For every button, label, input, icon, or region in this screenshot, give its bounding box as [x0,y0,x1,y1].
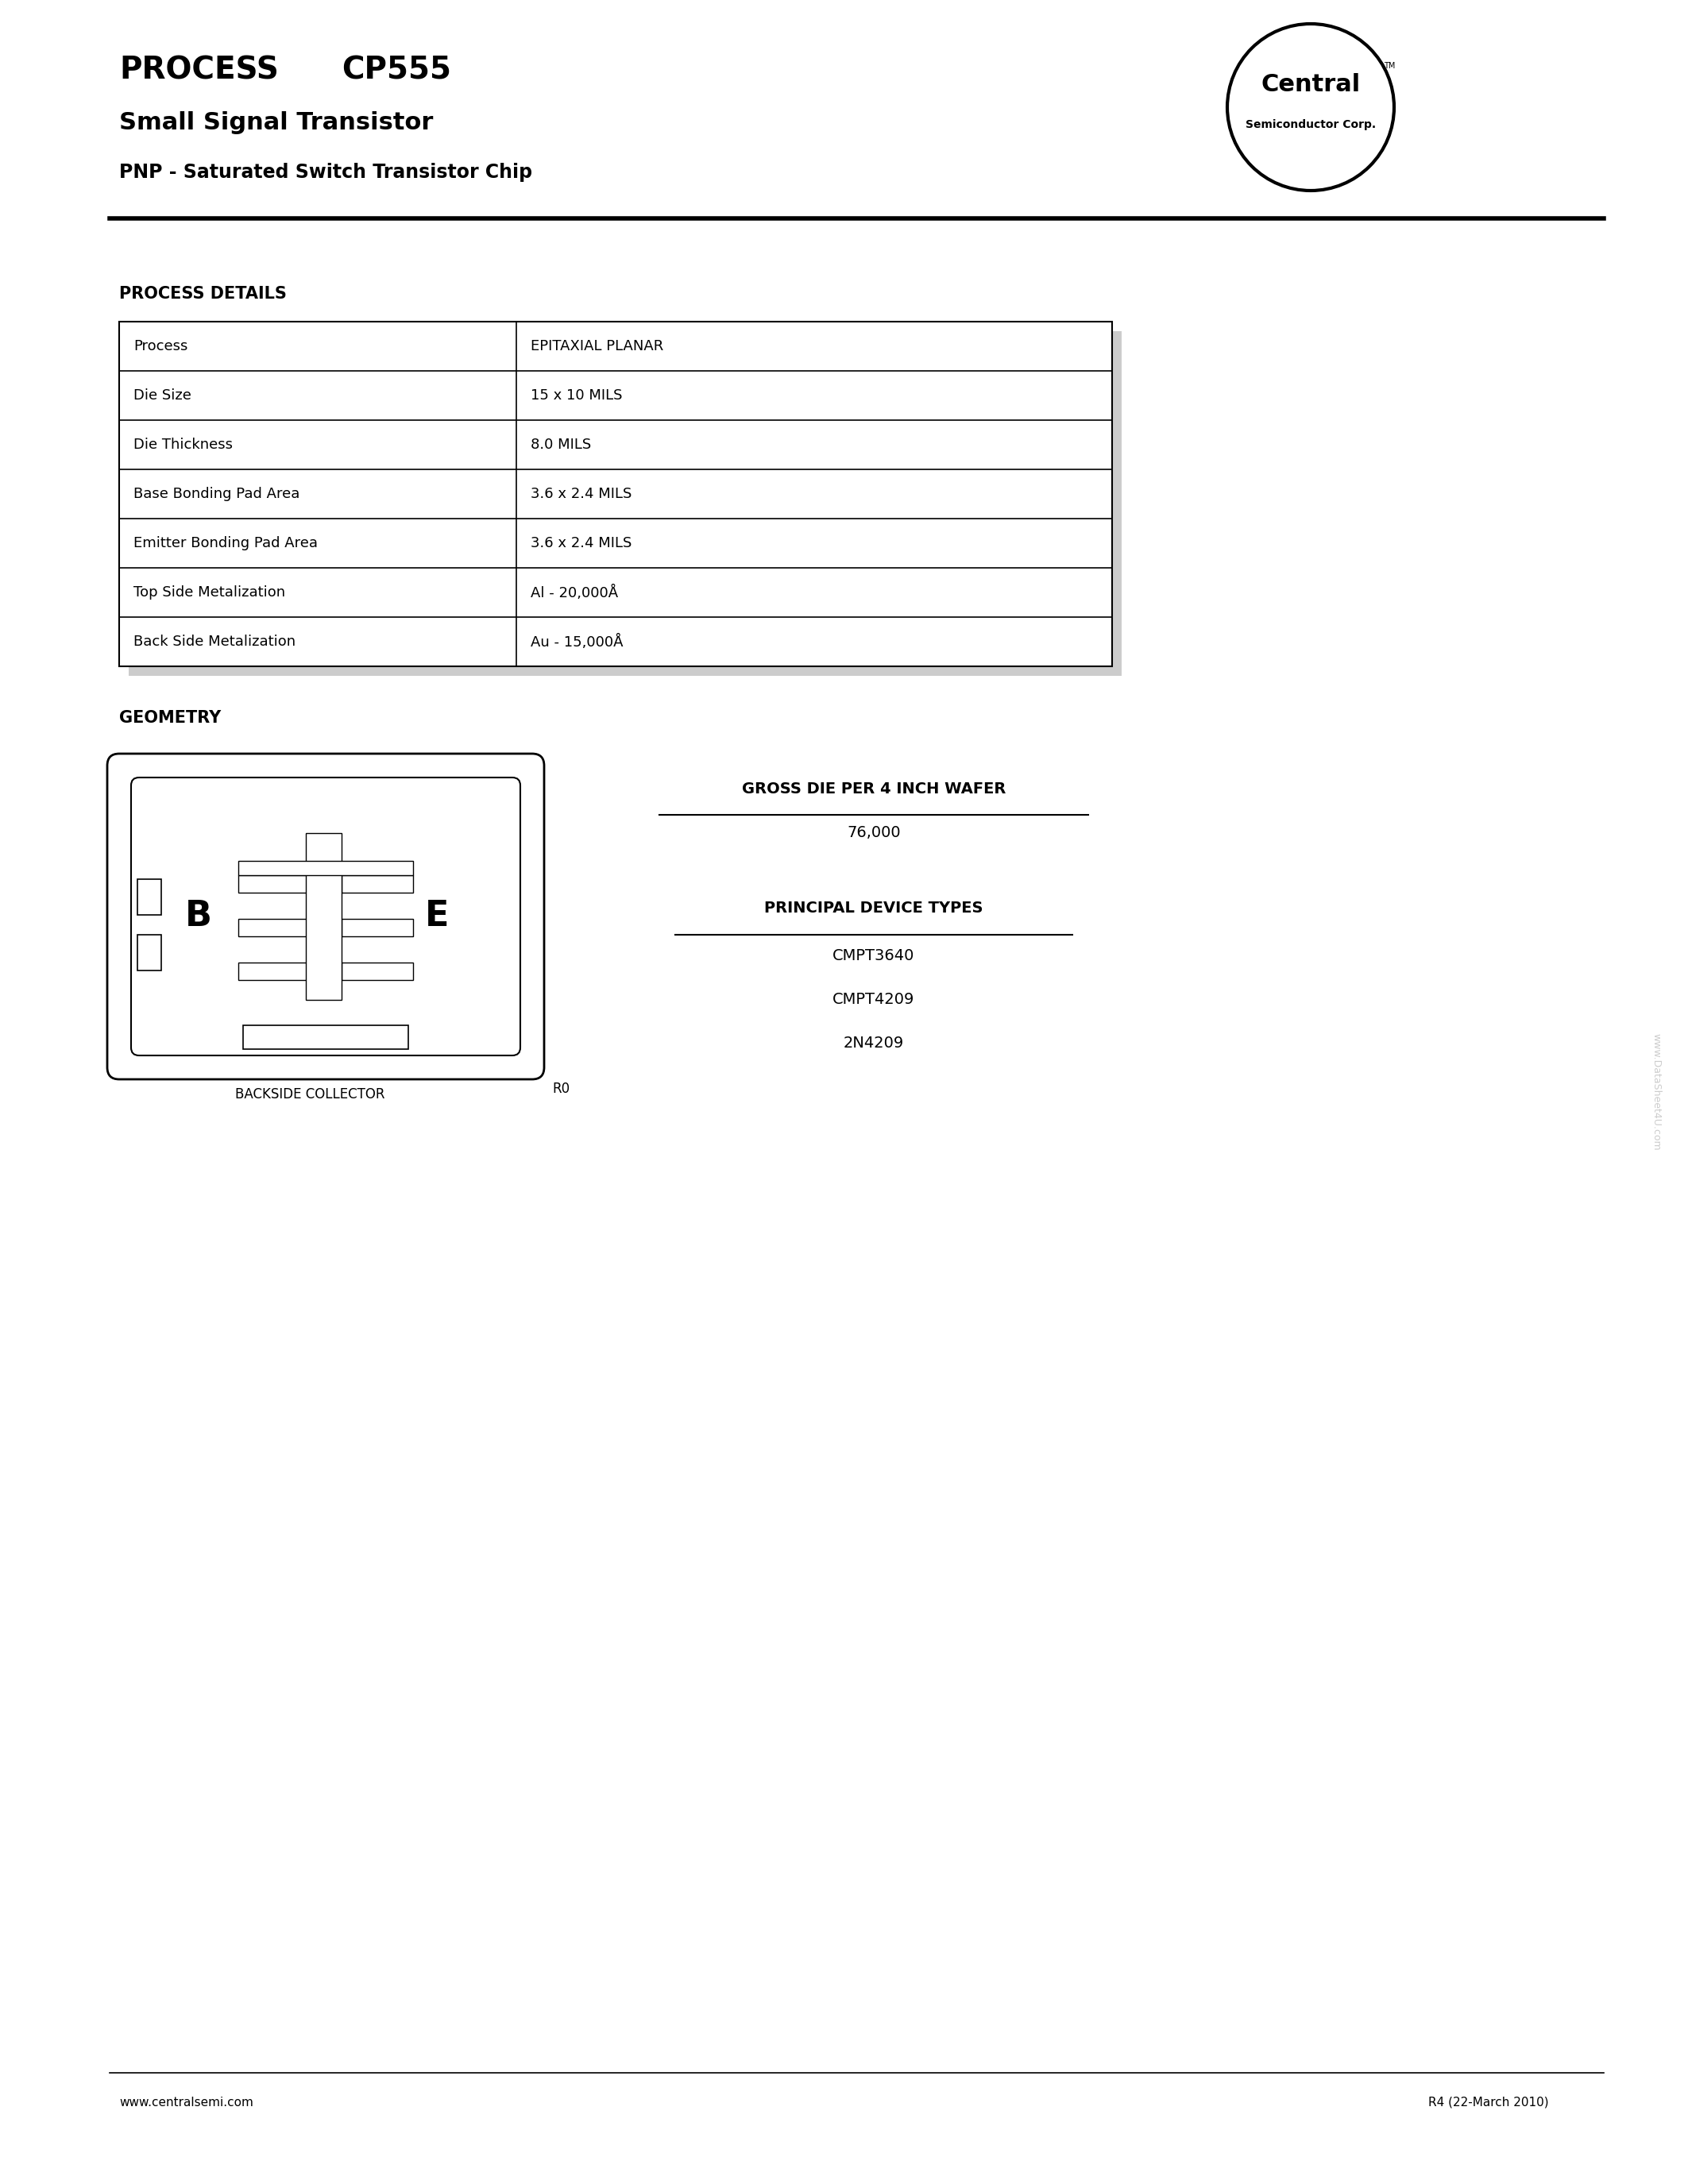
Text: 15 x 10 MILS: 15 x 10 MILS [530,389,623,402]
Text: R0: R0 [552,1081,569,1096]
Text: R4 (22-March 2010): R4 (22-March 2010) [1428,2097,1550,2108]
Text: 8.0 MILS: 8.0 MILS [530,437,591,452]
Bar [137,878,162,915]
Text: PROCESS: PROCESS [120,55,279,85]
Text: Die Thickness: Die Thickness [133,437,233,452]
Text: Emitter Bonding Pad Area: Emitter Bonding Pad Area [133,535,317,550]
Bar [341,876,414,893]
Text: Process: Process [133,339,187,354]
Bar [238,876,311,893]
Text: 3.6 x 2.4 MILS: 3.6 x 2.4 MILS [530,535,631,550]
Text: EPITAXIAL PLANAR: EPITAXIAL PLANAR [530,339,663,354]
Text: 3.6 x 2.4 MILS: 3.6 x 2.4 MILS [530,487,631,500]
Bar [306,832,341,1000]
Text: Central: Central [1261,74,1361,96]
Bar [341,919,414,937]
Bar [137,935,162,970]
Bar [128,332,1121,675]
Bar [243,1024,408,1048]
Bar [341,963,414,981]
Text: PNP - Saturated Switch Transistor Chip: PNP - Saturated Switch Transistor Chip [120,164,532,181]
Text: PROCESS DETAILS: PROCESS DETAILS [120,286,287,301]
Text: CMPT4209: CMPT4209 [832,992,915,1007]
Text: Back Side Metalization: Back Side Metalization [133,636,295,649]
Text: PRINCIPAL DEVICE TYPES: PRINCIPAL DEVICE TYPES [765,900,982,915]
Text: GROSS DIE PER 4 INCH WAFER: GROSS DIE PER 4 INCH WAFER [741,782,1006,797]
Text: CP555: CP555 [341,55,451,85]
Text: Small Signal Transistor: Small Signal Transistor [120,111,434,133]
Text: CMPT3640: CMPT3640 [832,948,915,963]
Bar [238,963,311,981]
Text: www.DataSheet4U.com: www.DataSheet4U.com [1651,1033,1661,1151]
Bar [238,860,414,876]
Bar [238,919,311,937]
FancyBboxPatch shape [132,778,520,1055]
Bar [120,321,1112,666]
Text: Top Side Metalization: Top Side Metalization [133,585,285,601]
Text: TM: TM [1384,61,1396,70]
Text: Die Size: Die Size [133,389,191,402]
Text: Semiconductor Corp.: Semiconductor Corp. [1246,120,1376,131]
Text: GEOMETRY: GEOMETRY [120,710,221,725]
Text: Al - 20,000Å: Al - 20,000Å [530,585,618,601]
Text: Au - 15,000Å: Au - 15,000Å [530,633,623,649]
Text: BACKSIDE COLLECTOR: BACKSIDE COLLECTOR [235,1088,385,1101]
Text: 2N4209: 2N4209 [844,1035,905,1051]
FancyBboxPatch shape [108,753,544,1079]
Text: 76,000: 76,000 [847,826,901,841]
Text: E: E [425,900,449,933]
Text: www.centralsemi.com: www.centralsemi.com [120,2097,253,2108]
Text: Base Bonding Pad Area: Base Bonding Pad Area [133,487,300,500]
Text: B: B [186,900,213,933]
